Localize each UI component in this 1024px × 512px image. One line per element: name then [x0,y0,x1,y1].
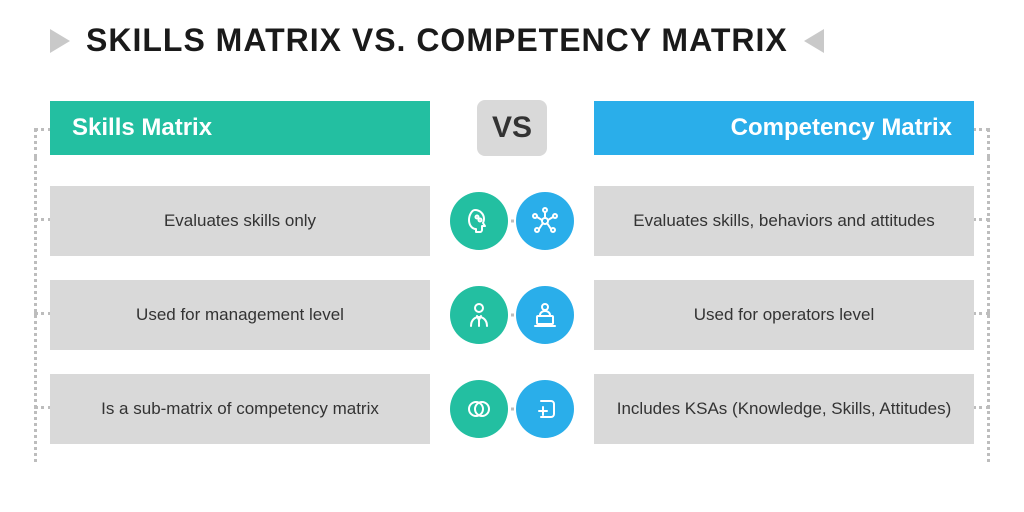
person-network-icon [516,192,574,250]
brain-gears-icon [450,192,508,250]
connector [972,218,990,221]
page-title: SKILLS MATRIX VS. COMPETENCY MATRIX [86,22,788,59]
left-column-header: Skills Matrix [50,101,430,155]
comparison-row: Used for management level Used for operat… [50,280,974,350]
title-row: SKILLS MATRIX VS. COMPETENCY MATRIX [0,0,1024,59]
icon-pair [430,192,594,250]
operator-laptop-icon [516,286,574,344]
icon-pair [430,286,594,344]
right-column-header: Competency Matrix [594,101,974,155]
connector [972,406,990,409]
comparison-rows: Evaluates skills only Evaluates skills, b… [50,186,974,444]
right-cell: Used for operators level [594,280,974,350]
title-arrow-right-icon [804,29,824,53]
header-row: Skills Matrix VS Competency Matrix [50,100,974,156]
connector [987,128,990,158]
manager-icon [450,286,508,344]
left-cell: Evaluates skills only [50,186,430,256]
venn-icon [450,380,508,438]
right-cell: Evaluates skills, behaviors and attitude… [594,186,974,256]
connector [972,312,990,315]
connector [34,128,37,158]
left-cell: Used for management level [50,280,430,350]
content: Skills Matrix VS Competency Matrix Evalu… [50,100,974,444]
right-cell: Includes KSAs (Knowledge, Skills, Attitu… [594,374,974,444]
comparison-row: Is a sub-matrix of competency matrix Incl… [50,374,974,444]
left-cell: Is a sub-matrix of competency matrix [50,374,430,444]
plus-square-icon [516,380,574,438]
icon-pair [430,380,594,438]
title-arrow-left-icon [50,29,70,53]
vs-badge: VS [477,100,547,156]
comparison-row: Evaluates skills only Evaluates skills, b… [50,186,974,256]
connector [972,128,990,131]
connector [987,158,990,462]
connector [34,158,37,462]
